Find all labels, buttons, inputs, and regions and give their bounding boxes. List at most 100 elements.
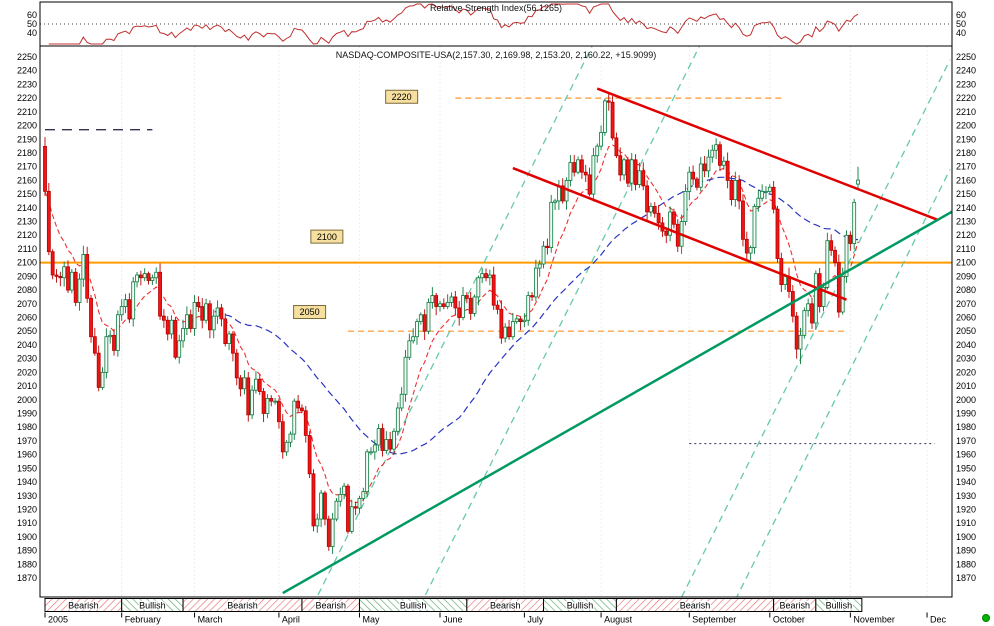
svg-text:2010: 2010 [17, 381, 37, 391]
svg-text:2200: 2200 [956, 121, 976, 131]
month-label: July [527, 615, 544, 625]
svg-text:1940: 1940 [17, 477, 37, 487]
svg-text:2210: 2210 [956, 107, 976, 117]
svg-text:2230: 2230 [17, 79, 37, 89]
svg-text:1890: 1890 [956, 546, 976, 556]
month-label: November [853, 615, 895, 625]
svg-text:1870: 1870 [17, 573, 37, 583]
svg-text:1900: 1900 [17, 532, 37, 542]
svg-text:1920: 1920 [17, 504, 37, 514]
panel-frames [39, 1, 953, 598]
svg-text:2130: 2130 [17, 217, 37, 227]
svg-text:2180: 2180 [17, 148, 37, 158]
svg-text:2220: 2220 [956, 93, 976, 103]
band-label: Bearish [779, 601, 810, 611]
svg-text:2230: 2230 [956, 79, 976, 89]
down-channel-upper [596, 87, 940, 222]
month-label: Dec [930, 615, 947, 625]
horizontal-lines [40, 97, 952, 445]
month-label: October [773, 615, 805, 625]
month-label: August [604, 615, 633, 625]
month-axis: 2005 February March April May June July August S… [44, 612, 947, 625]
month-label: June [443, 615, 463, 625]
svg-text:2050: 2050 [956, 326, 976, 336]
moving-averages [44, 144, 859, 504]
svg-text:1880: 1880 [956, 559, 976, 569]
svg-text:2190: 2190 [17, 134, 37, 144]
svg-text:2010: 2010 [956, 381, 976, 391]
svg-text:2050: 2050 [300, 307, 320, 317]
svg-text:2120: 2120 [17, 230, 37, 240]
svg-text:2030: 2030 [17, 354, 37, 364]
status-dot [982, 614, 990, 622]
band-label: Bearish [315, 601, 346, 611]
trendlines-main [282, 87, 952, 595]
svg-text:2150: 2150 [17, 189, 37, 199]
svg-text:2170: 2170 [17, 162, 37, 172]
svg-text:2040: 2040 [17, 340, 37, 350]
svg-text:1870: 1870 [956, 573, 976, 583]
svg-text:2220: 2220 [17, 93, 37, 103]
svg-text:50: 50 [956, 19, 966, 29]
svg-text:1980: 1980 [17, 422, 37, 432]
price-axis-labels: 2250 2250 2240 2240 2230 2230 2220 2220 2210 2210… [17, 52, 976, 583]
svg-text:2090: 2090 [17, 271, 37, 281]
long-uptrend [282, 210, 952, 595]
svg-text:2120: 2120 [956, 230, 976, 240]
svg-text:60: 60 [27, 10, 37, 20]
svg-text:60: 60 [956, 10, 966, 20]
up-channel-dash-4 [736, 169, 951, 597]
candles [43, 92, 860, 554]
svg-text:2220: 2220 [392, 92, 412, 102]
svg-text:2160: 2160 [956, 175, 976, 185]
band-label: Bearish [227, 601, 258, 611]
svg-text:2090: 2090 [956, 271, 976, 281]
band-label: Bullish [826, 601, 853, 611]
month-label: March [198, 615, 223, 625]
svg-text:1940: 1940 [956, 477, 976, 487]
svg-text:1970: 1970 [17, 436, 37, 446]
band-label: Bullish [567, 601, 594, 611]
svg-text:1950: 1950 [956, 463, 976, 473]
svg-text:2020: 2020 [956, 367, 976, 377]
svg-text:1990: 1990 [956, 408, 976, 418]
month-label: September [692, 615, 736, 625]
svg-text:2240: 2240 [956, 66, 976, 76]
svg-text:2080: 2080 [956, 285, 976, 295]
svg-text:2190: 2190 [956, 134, 976, 144]
svg-text:1960: 1960 [956, 450, 976, 460]
svg-text:2050: 2050 [17, 326, 37, 336]
svg-text:2110: 2110 [18, 244, 37, 254]
rsi-line [48, 3, 859, 45]
sma-line [194, 176, 859, 455]
month-label: 2005 [48, 615, 68, 625]
svg-text:40: 40 [27, 28, 37, 38]
price-label-box[interactable] [310, 229, 344, 244]
month-label: February [125, 615, 162, 625]
svg-text:2070: 2070 [17, 299, 37, 309]
svg-text:2210: 2210 [17, 107, 37, 117]
band-label: Bearish [680, 601, 711, 611]
price-label-box[interactable] [293, 305, 327, 320]
band-label: Bullish [400, 601, 427, 611]
svg-text:1990: 1990 [17, 408, 37, 418]
month-label: May [362, 615, 380, 625]
trend-bands[interactable]: Bearish Bullish Bearish Bearish Bullish Beari… [44, 598, 863, 612]
svg-text:1900: 1900 [956, 532, 976, 542]
band-label: Bearish [68, 601, 99, 611]
month-label: April [282, 615, 300, 625]
price-label-box[interactable] [385, 89, 419, 104]
svg-text:2170: 2170 [956, 162, 976, 172]
svg-text:2020: 2020 [17, 367, 37, 377]
svg-text:1930: 1930 [17, 491, 37, 501]
svg-text:2100: 2100 [317, 232, 337, 242]
svg-text:1980: 1980 [956, 422, 976, 432]
price-label-boxes: 2220 2100 2050 [293, 89, 419, 320]
svg-text:1970: 1970 [956, 436, 976, 446]
svg-text:1880: 1880 [17, 559, 37, 569]
svg-text:2060: 2060 [17, 313, 37, 323]
svg-text:2250: 2250 [956, 52, 976, 62]
svg-text:2240: 2240 [17, 66, 37, 76]
svg-text:2140: 2140 [956, 203, 976, 213]
svg-text:1920: 1920 [956, 504, 976, 514]
